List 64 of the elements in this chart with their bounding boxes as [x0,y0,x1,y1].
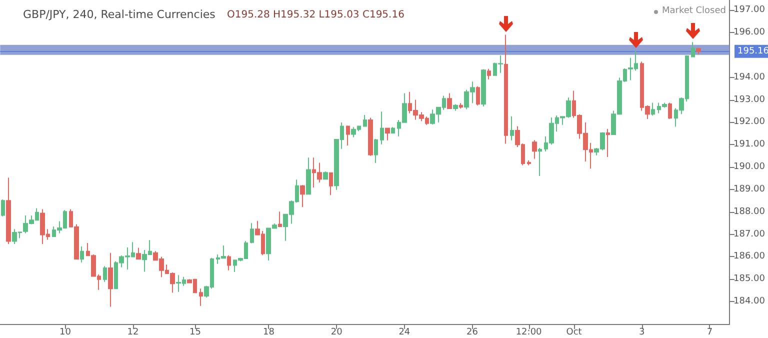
candlestick [391,126,395,134]
candlestick [668,102,672,120]
candlestick [108,252,113,308]
y-tick-label: 197.00 [734,5,766,16]
candlestick [532,140,537,160]
y-tick-label: 186.00 [734,252,766,262]
x-tick-label: 10 [59,328,72,338]
x-tick-label: 12:00 [516,328,542,338]
candlestick [380,111,384,145]
y-tick-label: 191.00 [734,140,766,150]
y-tick-label: 196.00 [734,28,766,38]
candlestick [374,138,378,164]
y-tick-label: 192.00 [734,117,766,128]
candlestick [651,102,655,116]
x-tick-label: Oct [566,328,582,338]
x-tick-label: 24 [398,328,410,338]
candlestick [691,42,695,58]
x-tick-label: 12 [127,328,139,338]
candlestick [504,34,508,144]
y-tick-label: 189.00 [734,184,766,194]
x-tick-label: 7 [706,328,713,338]
candlestick [538,147,542,177]
candlestick [368,117,373,156]
candlestick [476,86,480,106]
candlestick [227,254,231,271]
candlestick [300,184,305,208]
candlestick [278,211,282,227]
x-tick-label: 3 [639,328,645,338]
candlestick [385,128,390,141]
y-tick-label: 190.00 [734,162,766,172]
candlestick [363,114,367,127]
y-tick-label: 187.00 [734,229,766,240]
candlestick [527,160,531,166]
candlestick [453,104,458,112]
candlestick [199,288,203,306]
annotation: Market Closed [662,6,726,16]
candlestick [1,199,5,217]
x-tick-label: 18 [262,328,275,338]
candlestick [346,125,350,146]
text: GBP/JPY, 240, Real-time Currencies [23,8,216,21]
candlestick [250,222,254,244]
y-tick-label: 188.00 [734,206,766,217]
candlestick [481,68,486,108]
candlestick [103,266,107,282]
candlestick [487,68,491,80]
y-tick-label: 185.00 [734,274,766,284]
y-tick-label: 193.00 [734,94,766,105]
x-tick-label: 26 [466,328,478,338]
candlestick [80,246,84,263]
candlestick [447,92,452,110]
candlestick [696,47,701,55]
x-tick-label: 20 [330,328,343,338]
y-tick-label: 194.00 [734,72,766,82]
candlestick [6,177,11,244]
candlestick [459,102,463,110]
x-tick-label: 15 [189,328,201,338]
text: O195.28 H195.32 L195.03 C195.16 [227,10,404,20]
candlestick [306,157,311,195]
y-tick-label: 184.00 [734,296,766,307]
candlestick [510,116,514,141]
candlestick [329,172,333,196]
candlestick [323,171,328,180]
candlestick [136,247,141,260]
candlestick [606,128,610,158]
